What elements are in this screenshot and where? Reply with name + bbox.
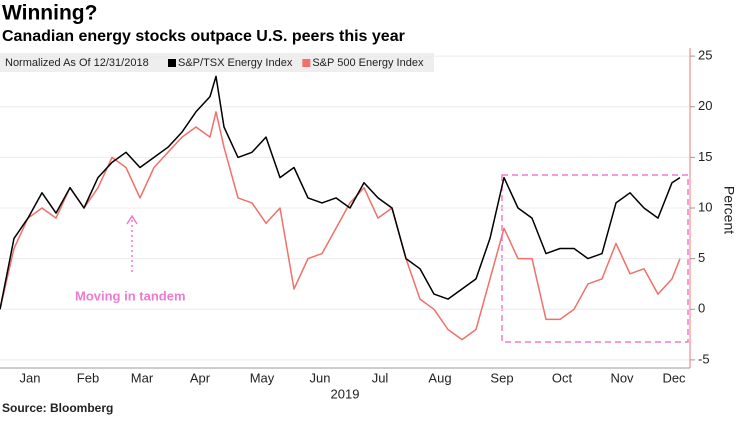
x-tick-label: Dec <box>662 370 686 385</box>
x-axis-label: 2019 <box>331 386 360 401</box>
legend-swatch <box>168 59 176 67</box>
y-tick-label: 15 <box>698 149 712 164</box>
x-tick-label: May <box>250 370 275 385</box>
y-tick-label: -5 <box>698 351 710 366</box>
chart-subtitle: Canadian energy stocks outpace U.S. peer… <box>2 28 405 45</box>
y-tick-label: 0 <box>698 301 705 316</box>
arrow-head <box>126 214 138 225</box>
y-tick-label: 20 <box>698 98 712 113</box>
x-tick-label: Jul <box>372 370 389 385</box>
legend-label: S&P 500 Energy Index <box>312 57 424 69</box>
x-tick-label: Mar <box>131 370 154 385</box>
legend-swatch <box>302 59 311 67</box>
x-tick-label: Jan <box>20 370 41 385</box>
x-tick-label: Oct <box>552 370 573 385</box>
legend-label: S&P/TSX Energy Index <box>178 57 293 69</box>
y-tick-label: 5 <box>698 250 705 265</box>
x-tick-label: Feb <box>77 370 99 385</box>
chart-title: Winning? <box>2 2 97 25</box>
y-axis-label: Percent <box>721 186 737 234</box>
source: Source: Bloomberg <box>2 401 113 415</box>
x-tick-label: Apr <box>190 370 211 385</box>
y-tick-label: 10 <box>698 199 712 214</box>
legend-background <box>0 53 434 72</box>
x-tick-label: Sep <box>490 370 513 385</box>
series-line <box>0 111 681 341</box>
x-tick-label: Jun <box>310 370 331 385</box>
annotation: Moving in tandem <box>75 288 186 303</box>
series-line <box>0 75 681 310</box>
legend-note: Normalized As Of 12/31/2018 <box>5 57 149 69</box>
x-tick-label: Nov <box>610 370 634 385</box>
x-tick-label: Aug <box>428 370 451 385</box>
y-tick-label: 25 <box>698 48 712 63</box>
